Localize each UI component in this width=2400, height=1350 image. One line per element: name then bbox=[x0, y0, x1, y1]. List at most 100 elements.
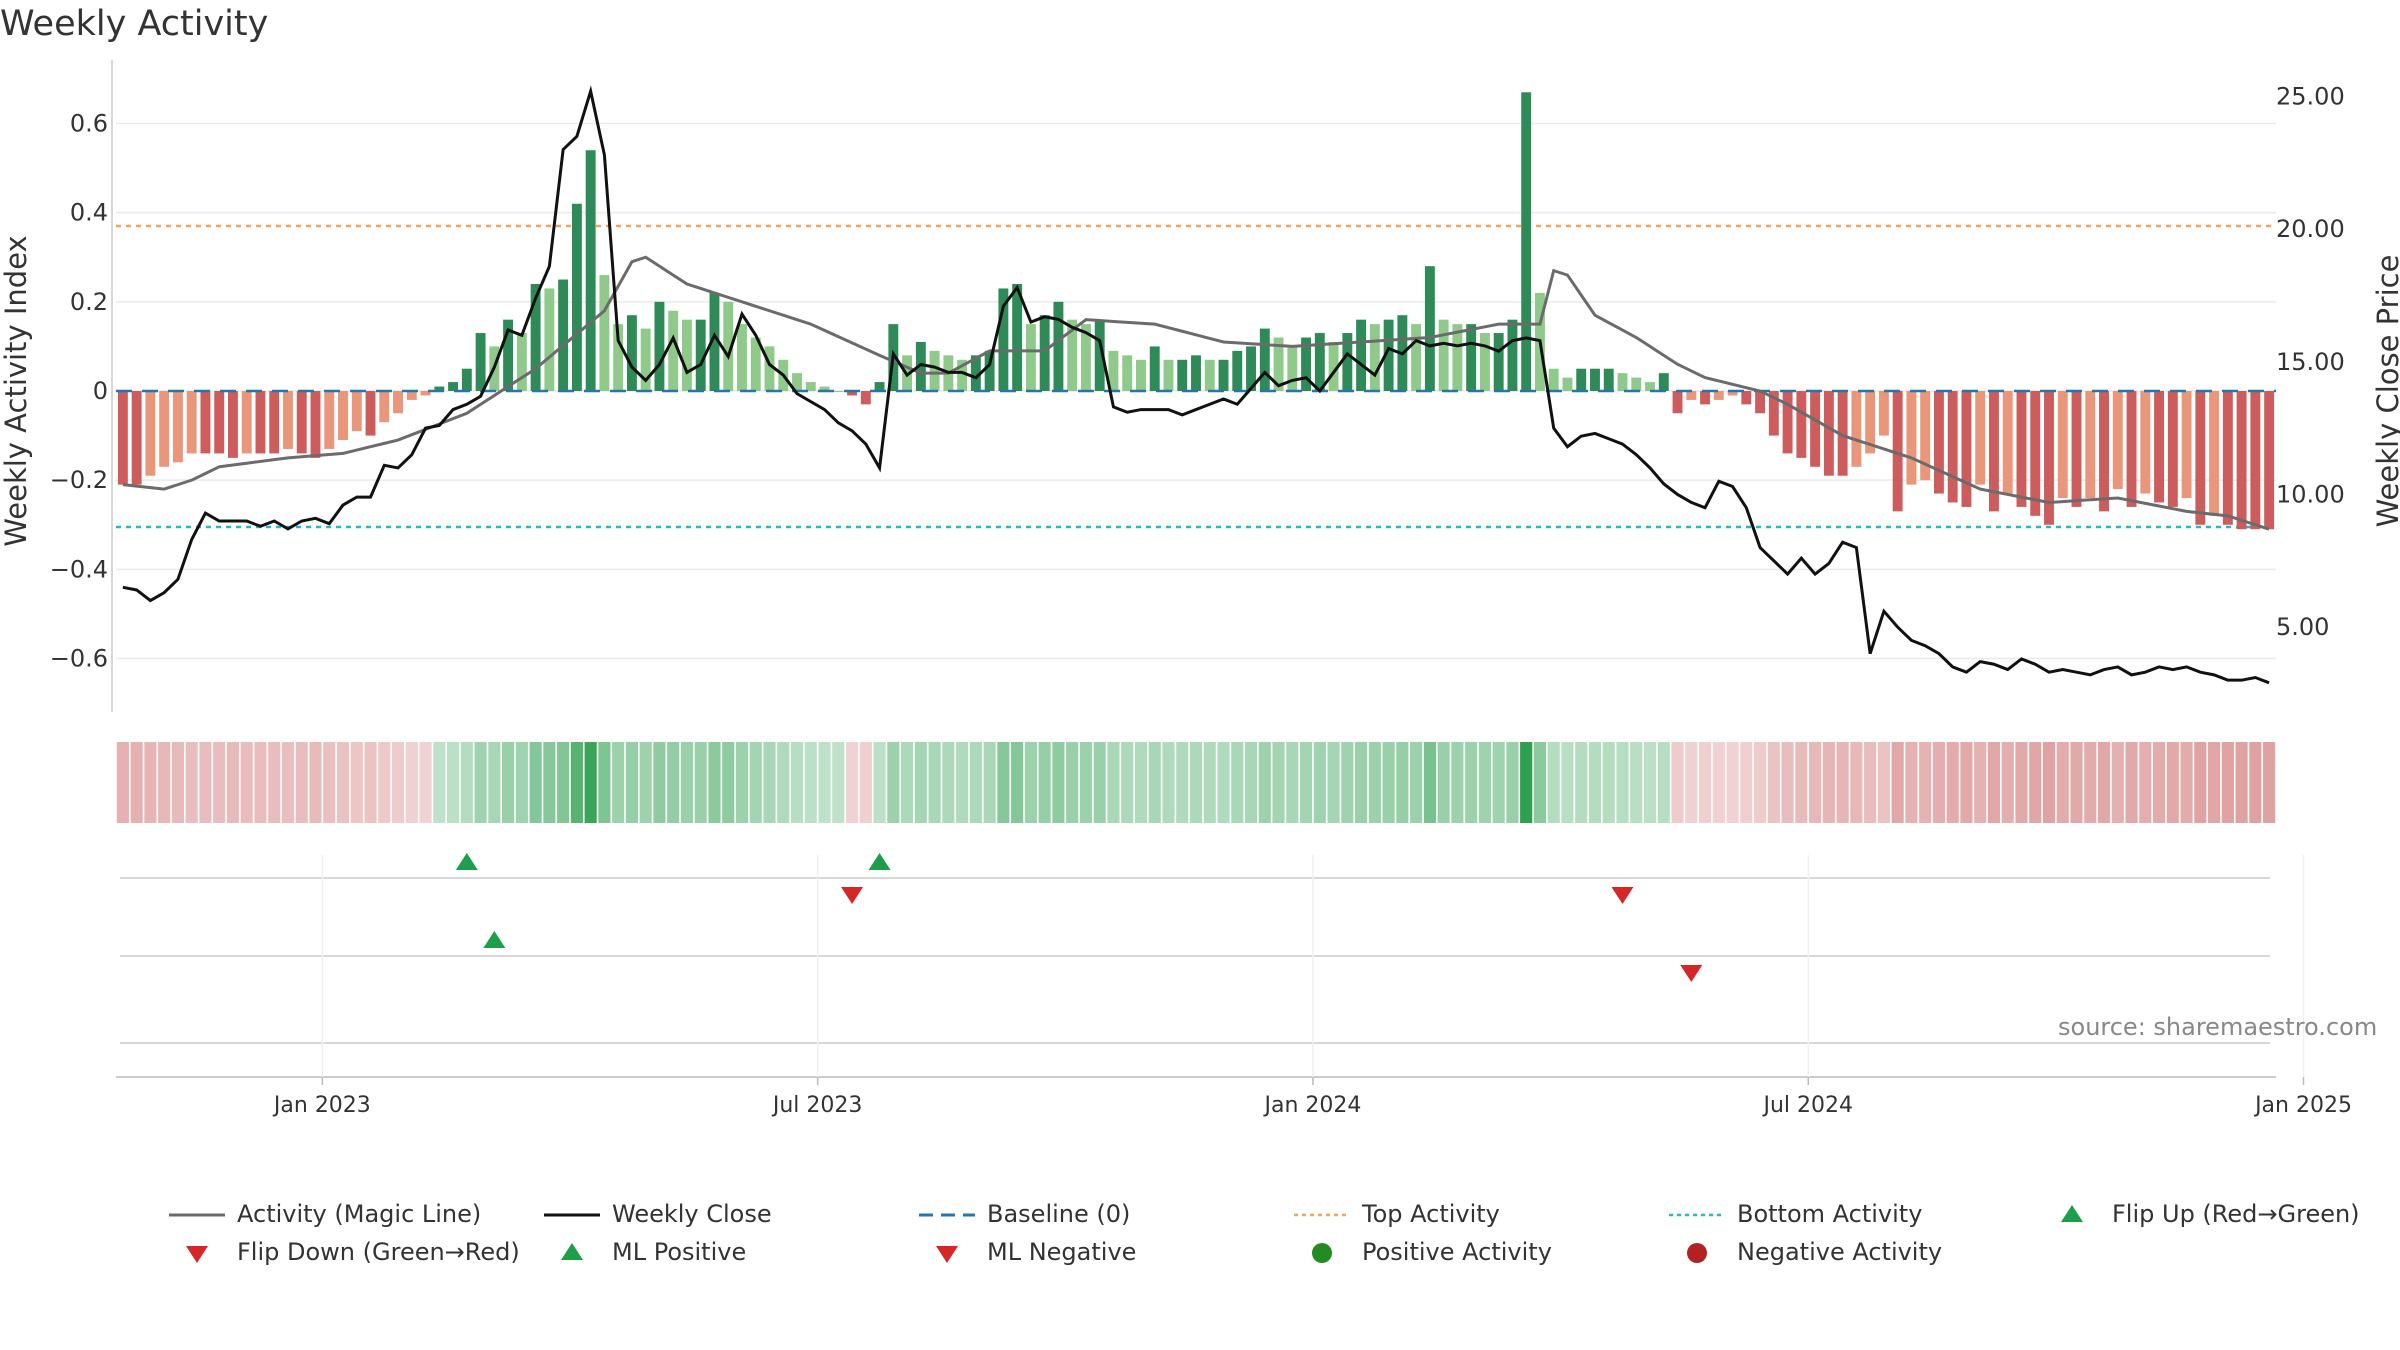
heat-cell bbox=[667, 742, 680, 823]
heat-cell bbox=[598, 742, 611, 823]
heat-cell bbox=[845, 742, 859, 823]
flip-down-marker bbox=[841, 887, 864, 904]
activity-bar bbox=[1383, 319, 1394, 391]
activity-bar bbox=[2057, 391, 2068, 498]
left-tick-label: −0.4 bbox=[50, 555, 108, 583]
heat-cell bbox=[405, 742, 418, 823]
heat-cell bbox=[570, 742, 583, 823]
heat-cell bbox=[1272, 742, 1285, 823]
activity-heat-strip bbox=[116, 742, 2276, 823]
x-tick-label: Jan 2023 bbox=[272, 1093, 371, 1118]
activity-bar bbox=[1218, 359, 1229, 391]
heat-cell bbox=[983, 742, 996, 823]
activity-bar bbox=[1259, 328, 1270, 391]
activity-bar bbox=[544, 288, 555, 391]
activity-bar bbox=[640, 328, 651, 391]
heat-cell bbox=[1547, 742, 1560, 823]
activity-bar bbox=[1493, 333, 1504, 391]
heat-cell bbox=[584, 742, 597, 823]
activity-bar bbox=[558, 279, 569, 391]
heat-cell bbox=[488, 742, 501, 823]
activity-bar bbox=[1782, 391, 1793, 454]
activity-bar bbox=[1865, 391, 1876, 454]
ml-negative-marker bbox=[1680, 965, 1703, 982]
heat-cell bbox=[1093, 742, 1106, 823]
activity-bar bbox=[241, 391, 252, 454]
activity-bar bbox=[1191, 355, 1201, 391]
heat-cell bbox=[1423, 742, 1436, 823]
activity-bar bbox=[2044, 391, 2054, 525]
heat-cell bbox=[130, 742, 143, 823]
heat-cell bbox=[1451, 742, 1464, 823]
activity-bar bbox=[1961, 391, 1972, 507]
heat-cell bbox=[1836, 742, 1849, 823]
activity-bar bbox=[2126, 391, 2137, 507]
activity-bar bbox=[2222, 391, 2233, 525]
activity-bar bbox=[668, 310, 679, 391]
heat-cell bbox=[543, 742, 556, 823]
heat-cell bbox=[1107, 742, 1120, 823]
activity-bar bbox=[998, 288, 1009, 391]
activity-bar bbox=[1920, 391, 1931, 481]
heat-cell bbox=[2097, 742, 2111, 823]
activity-bar bbox=[1507, 319, 1518, 391]
activity-bar bbox=[2140, 391, 2151, 494]
activity-bar bbox=[2071, 391, 2082, 507]
legend-label-magic: Activity (Magic Line) bbox=[237, 1200, 482, 1228]
heat-cell bbox=[529, 742, 542, 823]
heat-cell bbox=[378, 742, 391, 823]
activity-bar bbox=[984, 350, 995, 391]
activity-bar bbox=[1989, 391, 1999, 512]
heat-cell bbox=[1299, 742, 1313, 823]
activity-bar bbox=[365, 391, 376, 436]
activity-bar bbox=[1411, 324, 1422, 391]
activity-bar bbox=[1713, 391, 1724, 400]
legend-item-ml-positive: ML Positive bbox=[561, 1238, 747, 1266]
heat-cell bbox=[1079, 742, 1093, 823]
activity-bar bbox=[145, 391, 156, 476]
activity-bar bbox=[2030, 391, 2041, 516]
activity-bar bbox=[2209, 391, 2220, 516]
heat-cell bbox=[240, 742, 253, 823]
legend-line-magic bbox=[169, 1213, 225, 1217]
activity-bar bbox=[833, 391, 844, 392]
activity-bar bbox=[1906, 391, 1917, 485]
activity-bar bbox=[1521, 92, 1532, 392]
heat-cell bbox=[557, 742, 570, 823]
heat-cell bbox=[1602, 742, 1615, 823]
source-credit: source: sharemaestro.com bbox=[2058, 1013, 2378, 1041]
heat-cell bbox=[268, 742, 281, 823]
activity-bar bbox=[1947, 391, 1958, 503]
heat-cell bbox=[777, 742, 790, 823]
heat-cell bbox=[1809, 742, 1822, 823]
legend-label-ml-negative: ML Negative bbox=[987, 1238, 1137, 1266]
legend-item-positive: Positive Activity bbox=[1312, 1238, 1552, 1266]
heat-cell bbox=[2015, 742, 2028, 823]
activity-bar bbox=[461, 368, 472, 391]
heat-cell bbox=[185, 742, 198, 823]
heat-cell bbox=[790, 742, 804, 823]
activity-bar bbox=[1232, 350, 1243, 391]
heat-cell bbox=[1121, 742, 1134, 823]
left-tick-label: 0.6 bbox=[70, 110, 108, 138]
activity-bar bbox=[1851, 391, 1862, 467]
activity-bar bbox=[269, 391, 280, 454]
activity-bar bbox=[530, 284, 541, 391]
activity-bar bbox=[764, 346, 775, 391]
heat-cell bbox=[1478, 742, 1491, 823]
activity-bar bbox=[516, 333, 527, 391]
heat-cell bbox=[942, 742, 955, 823]
heat-cell bbox=[2070, 742, 2083, 823]
activity-bar bbox=[393, 391, 403, 414]
activity-bar bbox=[654, 301, 665, 391]
legend-line-bottom bbox=[1669, 1213, 1725, 1217]
heat-cell bbox=[116, 742, 129, 823]
heat-cell bbox=[1286, 742, 1299, 823]
heat-cell bbox=[1685, 742, 1698, 823]
left-axis-label: Weekly Activity Index bbox=[0, 235, 33, 546]
legend-label-ml-positive: ML Positive bbox=[612, 1238, 747, 1266]
heat-cell bbox=[1864, 742, 1877, 823]
flip-up-marker bbox=[868, 853, 891, 870]
activity-bar bbox=[1658, 373, 1669, 391]
activity-bar bbox=[172, 391, 183, 463]
